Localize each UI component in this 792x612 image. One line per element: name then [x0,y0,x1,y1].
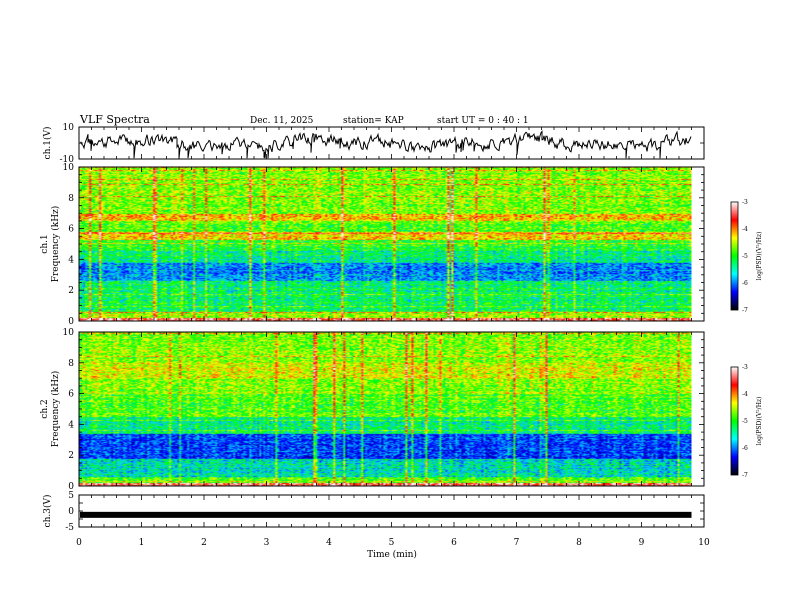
ch1-spec-ylabel-channel: ch.1 [40,234,50,253]
ch2-spectrogram-image [79,332,692,486]
ch2-colorbar-ticks: -3 -4 -5 -6 -7 [742,364,748,479]
ch2-spec-ytick-2: 2 [68,451,74,461]
ch1-colorbar-ticks: -3 -4 -5 -6 -7 [742,199,748,314]
ch2-spec-ytick-6: 6 [68,390,74,400]
xtick-9: 9 [639,538,645,548]
ch2-colorbar: -3 -4 -5 -6 -7 log(PSD)(V²/Hz) [730,364,763,479]
ch2-spec-ytick-8: 8 [68,359,74,369]
ch3-frame [78,494,705,528]
ch1-waveform-line [79,130,692,159]
xtick-0: 0 [76,538,82,548]
ch1-waveform-panel: 10 -10 ch.1(V) [42,123,705,165]
ch1-spec-frame [78,166,705,322]
date-label: Dec. 11, 2025 [250,116,314,126]
ch1-colorbar: -3 -4 -5 -6 -7 log(PSD)(V²/Hz) [730,199,763,314]
ch2-colorbar-tick-m5: -5 [742,418,748,425]
ch1-frame [78,126,705,160]
ch2-spec-ytick-4: 4 [68,420,74,430]
ch3-ticks [78,494,705,528]
ch1-colorbar-bar [730,201,739,311]
ch2-colorbar-tick-m4: -4 [742,391,748,398]
ch2-spec-yticklabels: 0 2 4 6 8 10 [63,328,75,492]
ch1-spectrogram-panel: 0 2 4 6 8 10 ch.1 Frequency (kHz) [40,163,705,327]
ch1-colorbar-tick-m6: -6 [742,280,748,287]
ch2-spec-ylabel-channel: ch.2 [40,399,50,418]
ch1-spec-ytick-4: 4 [68,255,74,265]
ch3-ytick-top: 5 [68,491,74,501]
xtick-1: 1 [139,538,145,548]
xtick-6: 6 [451,538,457,548]
ch1-colorbar-tick-m3: -3 [742,199,748,206]
ch1-spectrogram-image [79,167,692,321]
xtick-7: 7 [514,538,520,548]
ch1-spec-ytick-0: 0 [68,317,74,327]
ch1-ytick-top: 10 [63,123,75,133]
ch2-colorbar-tick-m7: -7 [742,472,748,479]
xtick-10: 10 [698,538,710,548]
start-time-label: start UT = 0 : 40 : 1 [437,116,529,126]
ch1-ytick-bottom: -10 [60,155,75,165]
ch1-ticks [78,126,705,160]
xtick-3: 3 [264,538,270,548]
ch3-ylabel: ch.3(V) [42,495,53,528]
ch1-ylabel: ch.1(V) [42,127,53,160]
ch3-waveform-panel: 5 0 -5 ch.3(V) [42,491,705,533]
ch2-colorbar-tick-m6: -6 [742,445,748,452]
x-axis-tick-labels: 0 1 2 3 4 5 6 7 8 9 10 [76,538,710,548]
ch1-spec-ylabel-frequency: Frequency (kHz) [50,206,61,283]
ch1-colorbar-tick-m7: -7 [742,307,748,314]
station-label: station= KAP [343,116,404,126]
ch1-spec-ytick-8: 8 [68,194,74,204]
xtick-2: 2 [201,538,207,548]
ch2-colorbar-tick-m3: -3 [742,364,748,371]
ch2-spec-ylabel-frequency: Frequency (kHz) [50,371,61,448]
ch3-ytick-bottom: -5 [65,523,74,533]
ch3-ytick-mid: 0 [68,507,74,517]
ch1-spec-ytick-2: 2 [68,286,74,296]
ch1-spec-yticklabels: 0 2 4 6 8 10 [63,163,75,327]
ch1-spec-ytick-6: 6 [68,225,74,235]
xtick-8: 8 [576,538,582,548]
ch3-waveform-band [80,511,692,518]
figure-title: VLF Spectra [79,113,150,126]
ch2-spec-ytick-0: 0 [68,482,74,492]
ch1-colorbar-tick-m5: -5 [742,253,748,260]
ch2-spectrogram-panel: 0 2 4 6 8 10 ch.2 Frequency (kHz) [40,328,705,492]
ch1-colorbar-tick-m4: -4 [742,226,748,233]
ch1-spec-ytick-10: 10 [63,163,75,173]
xtick-5: 5 [389,538,395,548]
ch2-colorbar-bar [730,366,739,476]
ch1-colorbar-label: log(PSD)(V²/Hz) [756,232,763,281]
ch2-colorbar-label: log(PSD)(V²/Hz) [756,397,763,446]
ch2-spec-ytick-10: 10 [63,328,75,338]
ch2-spec-frame [78,331,705,487]
xtick-4: 4 [326,538,332,548]
x-axis-label: Time (min) [367,549,417,560]
